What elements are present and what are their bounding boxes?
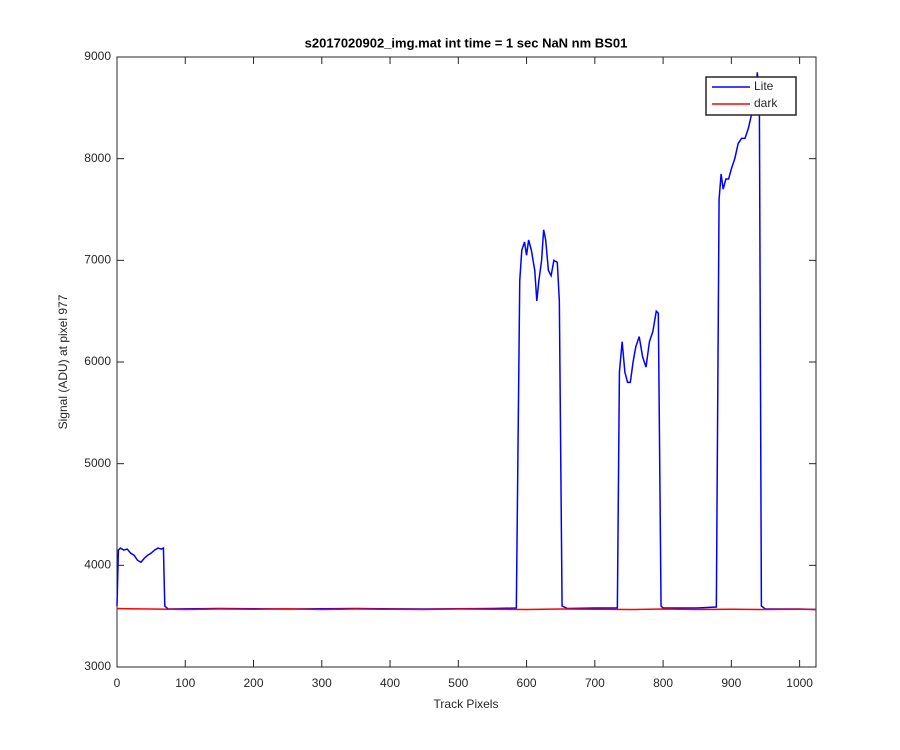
x-tick-label: 0 <box>114 676 121 690</box>
plot-area <box>116 56 817 668</box>
x-tick-label: 400 <box>380 676 400 690</box>
x-tick-label: 100 <box>175 676 195 690</box>
legend-label: dark <box>754 96 778 110</box>
y-tick-label: 7000 <box>84 253 111 267</box>
chart-title: s2017020902_img.mat int time = 1 sec NaN… <box>305 35 628 50</box>
x-tick-label: 600 <box>517 676 537 690</box>
x-axis-label: Track Pixels <box>434 697 499 711</box>
y-tick-label: 3000 <box>84 659 111 673</box>
y-axis-label: Signal (ADU) at pixel 977 <box>56 294 70 429</box>
x-tick-label: 500 <box>448 676 468 690</box>
y-tick-label: 5000 <box>84 456 111 470</box>
y-tick-label: 4000 <box>84 558 111 572</box>
data-line <box>116 607 817 611</box>
y-tick-label: 9000 <box>84 49 111 63</box>
x-tick-label: 700 <box>585 676 605 690</box>
x-tick-label: 900 <box>721 676 741 690</box>
x-tick-label: 300 <box>312 676 332 690</box>
y-tick-label: 6000 <box>84 354 111 368</box>
legend-box <box>705 76 797 116</box>
y-tick-label: 8000 <box>84 151 111 165</box>
x-tick-label: 200 <box>244 676 264 690</box>
x-tick-label: 800 <box>653 676 673 690</box>
x-tick-label: 1000 <box>786 676 813 690</box>
legend-label: Lite <box>754 79 774 93</box>
data-line <box>116 72 817 611</box>
